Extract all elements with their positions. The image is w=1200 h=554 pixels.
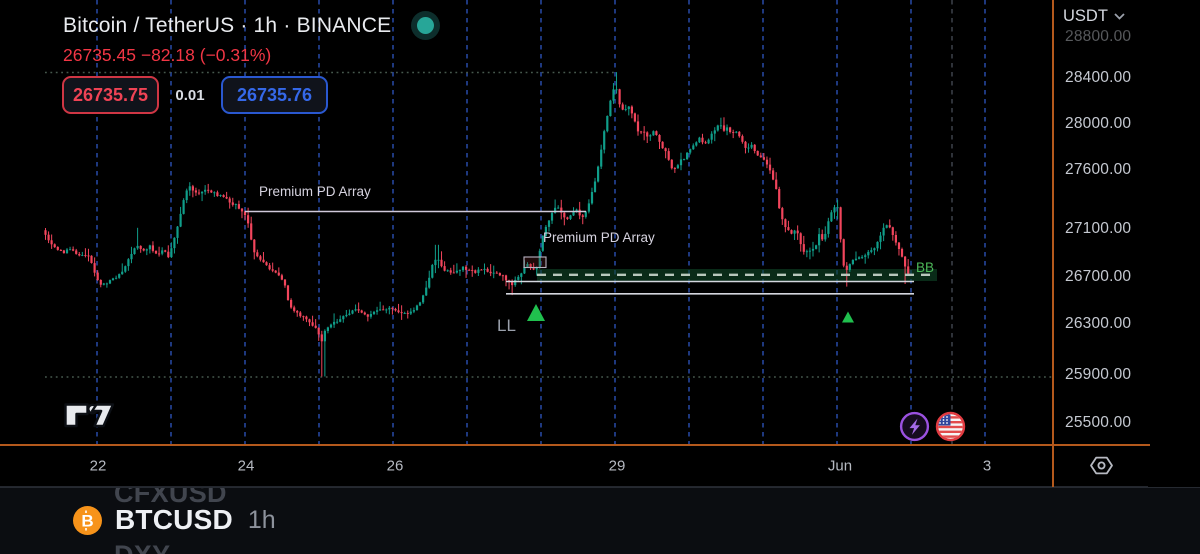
bottom-toolbar: CFXUSD DXY B BTCUSD 1h — [0, 487, 1200, 554]
price-tick-label: 26300.00 — [1065, 315, 1132, 332]
time-tick-label: 24 — [237, 457, 255, 475]
time-tick-label: 29 — [608, 457, 626, 475]
premium-pd-array-label-1: Premium PD Array — [259, 184, 371, 199]
time-axis-top-border — [0, 444, 1150, 446]
current-symbol-button[interactable]: B BTCUSD 1h — [73, 504, 276, 536]
footer-symbol-label: BTCUSD — [115, 504, 233, 535]
ll-label: LL — [497, 316, 516, 335]
prev-symbol-carousel[interactable]: CFXUSD — [114, 487, 227, 508]
order-block-box — [523, 256, 547, 269]
tradingview-logo-icon[interactable] — [63, 398, 115, 428]
time-tick-label: Jun — [827, 457, 853, 475]
price-tick-label: 28400.00 — [1065, 69, 1132, 86]
price-axis[interactable]: USDT 28800.00 28400.00 28000.00 27600.00 271… — [1054, 0, 1200, 445]
buy-signal-triangle-icon — [527, 304, 545, 321]
footer-interval-label: 1h — [247, 505, 276, 534]
premium-pd-array-label-2: Premium PD Array — [543, 230, 655, 245]
buy-signal-triangle-icon — [842, 311, 854, 323]
price-tick-label: 27100.00 — [1065, 220, 1132, 237]
candlestick-chart[interactable]: Premium PD Array Premium PD Array LL BB — [0, 0, 1053, 445]
price-tick-label: 25900.00 — [1065, 366, 1132, 383]
axis-top-fade — [1054, 0, 1200, 34]
chevron-down-icon — [1114, 13, 1125, 20]
currency-label: USDT — [1063, 7, 1108, 25]
chart-settings-gear-icon[interactable] — [1088, 452, 1115, 479]
price-axis-left-border — [1052, 0, 1054, 487]
time-axis[interactable]: 22 24 26 29 Jun 3 — [0, 446, 1200, 486]
order-buttons: 26735.75 0.01 26735.76 — [62, 76, 328, 114]
price-tick-label: 25500.00 — [1065, 414, 1132, 431]
price-tick-label: 26700.00 — [1065, 268, 1132, 285]
bitcoin-logo-icon: B — [73, 505, 102, 535]
time-tick-label: 22 — [89, 457, 107, 475]
currency-dropdown[interactable]: USDT — [1063, 7, 1125, 26]
svg-text:B: B — [81, 511, 93, 530]
sell-button[interactable]: 26735.75 — [62, 76, 159, 114]
buy-button[interactable]: 26735.76 — [221, 76, 328, 114]
down-candles — [44, 88, 910, 377]
time-axis-bottom-hairline — [0, 486, 1148, 487]
spread-value: 0.01 — [175, 86, 205, 104]
us-flag-event-icon[interactable] — [935, 411, 966, 442]
up-candles — [65, 72, 888, 377]
next-symbol-carousel[interactable]: DXY — [114, 540, 170, 554]
chart-canvas[interactable]: Premium PD Array Premium PD Array LL BB — [0, 0, 1053, 445]
time-tick-label: 3 — [982, 457, 992, 475]
time-tick-label: 26 — [386, 457, 404, 475]
lightning-event-icon[interactable] — [899, 411, 930, 442]
price-tick-label: 28000.00 — [1065, 115, 1132, 132]
bb-label: BB — [916, 260, 934, 275]
price-tick-label: 27600.00 — [1065, 161, 1132, 178]
